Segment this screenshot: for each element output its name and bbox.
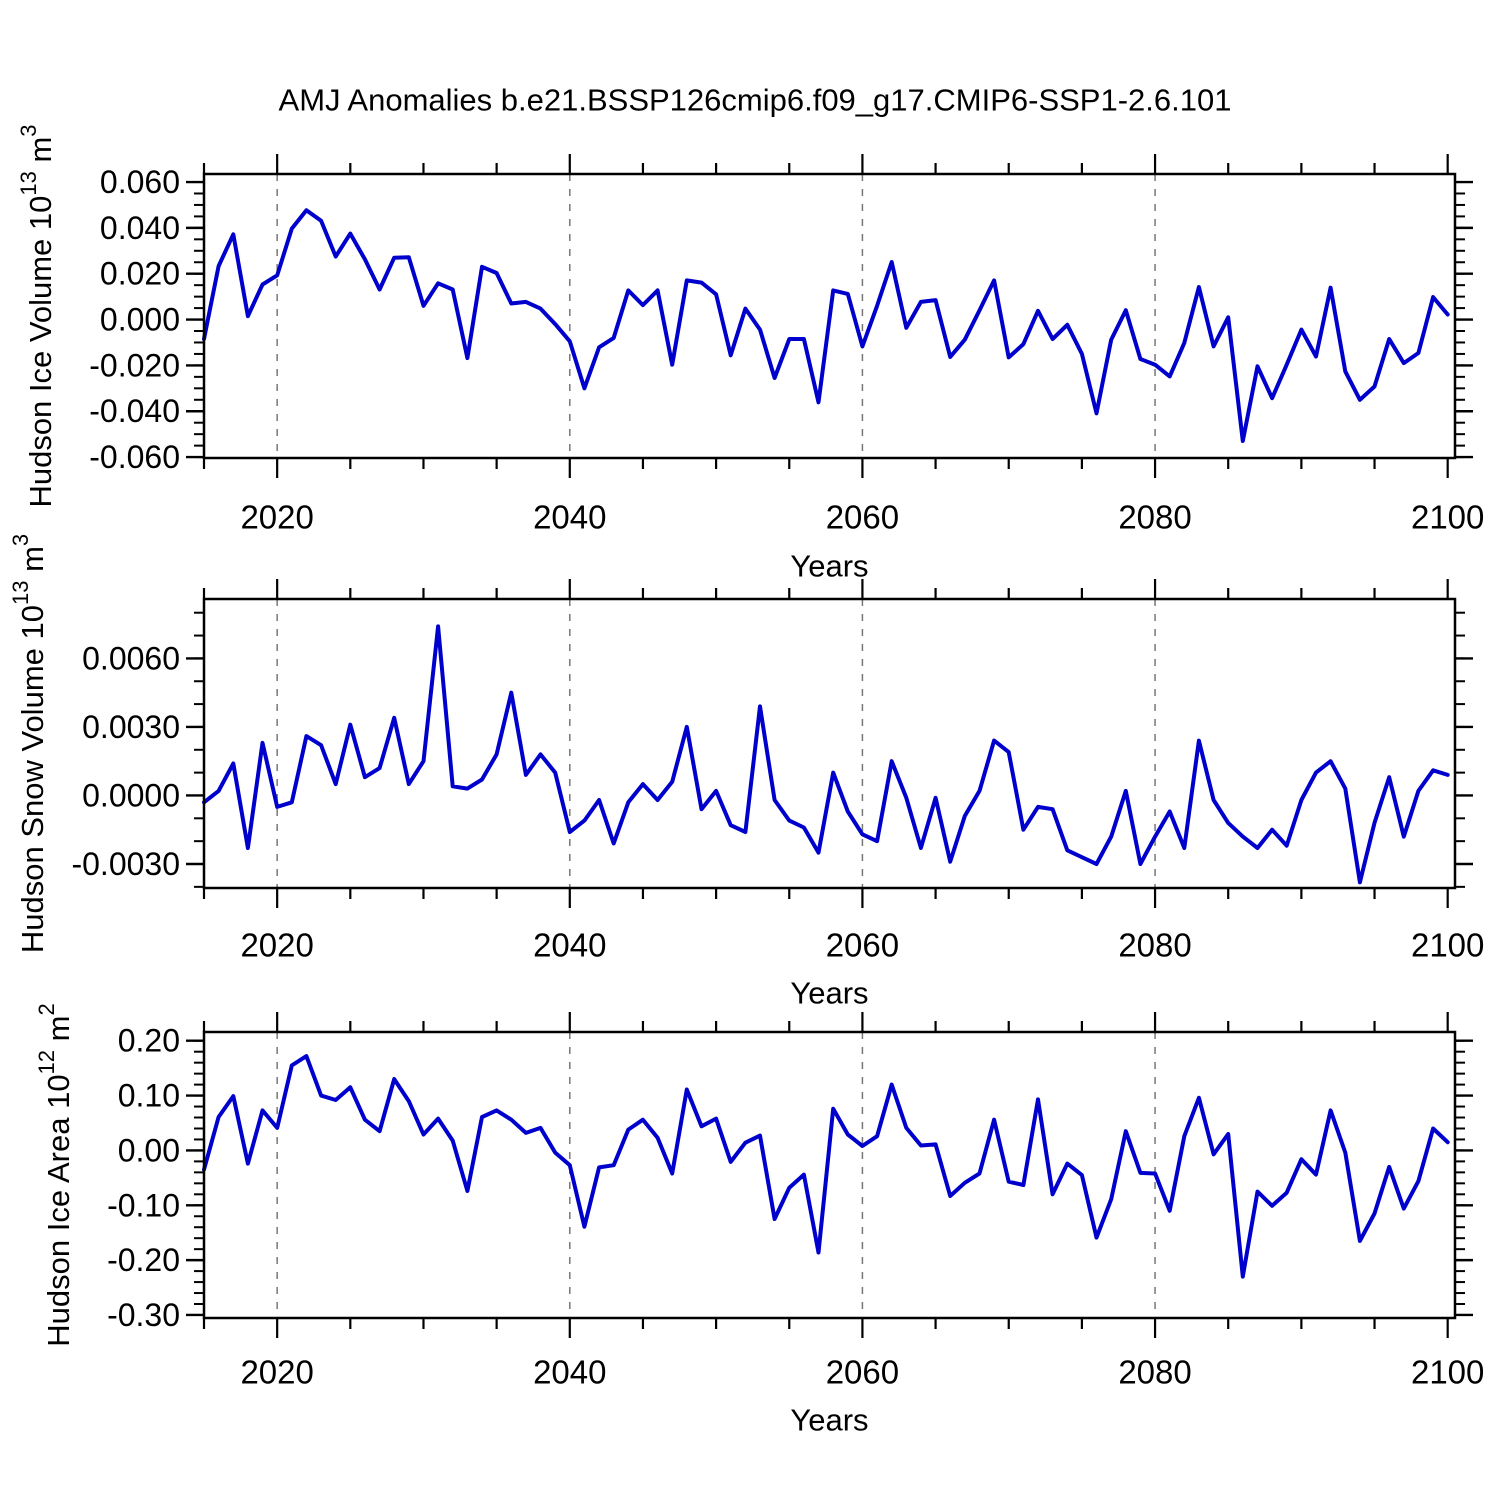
x-tick-label: 2080: [1118, 1354, 1191, 1391]
y-axis-label: Hudson Ice Volume 1013​ m3​: [16, 124, 58, 507]
y-tick-label: 0.0030: [82, 709, 180, 745]
y-tick-label: -0.060: [89, 439, 180, 475]
axis-frame: [202, 597, 1457, 890]
x-tick-label: 2040: [533, 1354, 606, 1391]
series-line: [202, 624, 1450, 885]
x-tick-label: 2020: [240, 1354, 313, 1391]
y-tick-label: 0.000: [100, 302, 180, 338]
y-tick-label: 0.060: [100, 164, 180, 200]
y-tick-label: -0.040: [89, 393, 180, 429]
x-tick-label: 2100: [1411, 499, 1484, 536]
y-tick-label: 0.00: [118, 1132, 180, 1168]
y-tick-label: 0.040: [100, 210, 180, 246]
x-axis-label: Years: [790, 976, 868, 1011]
y-tick-label: -0.020: [89, 347, 180, 383]
x-tick-label: 2040: [533, 499, 606, 536]
figure-title: AMJ Anomalies b.e21.BSSP126cmip6.f09_g17…: [279, 83, 1232, 118]
y-tick-label: 0.0060: [82, 640, 180, 676]
x-tick-label: 2020: [240, 927, 313, 964]
x-tick-label: 2040: [533, 927, 606, 964]
series-line: [202, 208, 1450, 443]
x-tick-label: 2060: [826, 499, 899, 536]
panel-ice-area: 2020 2040 2060 2080 2100 0.20 0.10 0.00 -0.10 -0.…: [34, 1003, 1485, 1437]
y-tick-label: -0.30: [107, 1297, 180, 1333]
y-tick-label: 0.020: [100, 256, 180, 292]
y-tick-label: 0.0000: [82, 777, 180, 813]
series-line: [202, 1054, 1450, 1279]
x-tick-label: 2080: [1118, 927, 1191, 964]
panel-ice-volume: 2020 2040 2060 2080 2100 0.060 0.040 0.020 0.000…: [16, 124, 1485, 583]
y-axis-label: Hudson Snow Volume 1013​ m3​: [8, 534, 50, 953]
x-tick-label: 2100: [1411, 927, 1484, 964]
x-tick-label: 2020: [240, 499, 313, 536]
y-tick-label: -0.10: [107, 1187, 180, 1223]
y-tick-label: -0.0030: [71, 846, 180, 882]
y-tick-label: 0.20: [118, 1023, 180, 1059]
x-axis-label: Years: [790, 1403, 868, 1438]
x-tick-label: 2060: [826, 1354, 899, 1391]
x-tick-label: 2080: [1118, 499, 1191, 536]
x-tick-label: 2100: [1411, 1354, 1484, 1391]
y-axis-label: Hudson Ice Area 1012​ m2​: [34, 1003, 76, 1346]
x-tick-label: 2060: [826, 927, 899, 964]
axis-frame: [202, 172, 1457, 460]
panel-snow-volume: 2020 2040 2060 2080 2100 0.0060 0.0030 0.0000 -0…: [8, 534, 1485, 1011]
y-tick-label: 0.10: [118, 1078, 180, 1114]
x-axis-label: Years: [790, 549, 868, 584]
axis-frame: [202, 1030, 1457, 1320]
y-tick-label: -0.20: [107, 1242, 180, 1278]
